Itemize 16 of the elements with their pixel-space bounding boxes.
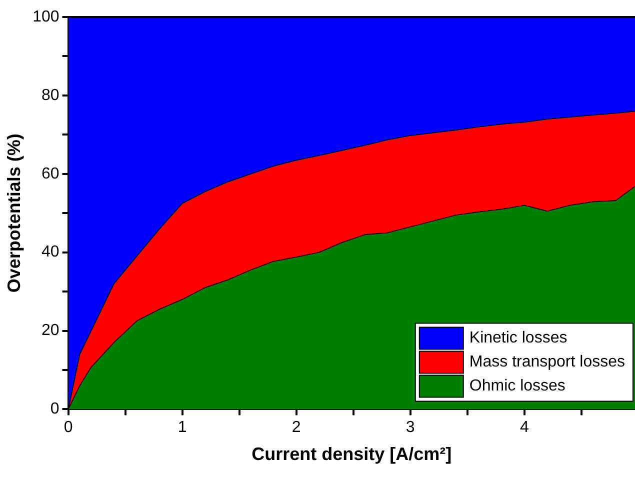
- x-tick-label: 2: [292, 419, 301, 436]
- x-tick-label: 1: [178, 419, 187, 436]
- x-axis-title: Current density [A/cm²]: [252, 444, 452, 464]
- y-tick-label: 100: [32, 8, 60, 26]
- x-tick-label: 3: [406, 419, 415, 436]
- y-tick-label: 60: [42, 165, 60, 182]
- x-tick-label: 0: [64, 419, 73, 436]
- y-tick-label: 40: [42, 244, 60, 261]
- legend-label: Mass transport losses: [469, 354, 625, 371]
- y-tick-label: 80: [42, 86, 60, 104]
- y-axis-title: Overpotentials (%): [4, 134, 24, 293]
- y-tick-label: 0: [50, 400, 60, 418]
- legend-label: Ohmic losses: [469, 378, 566, 395]
- x-tick-label: 4: [520, 419, 529, 436]
- y-tick-label: 20: [42, 322, 60, 340]
- legend-label: Kinetic losses: [469, 330, 568, 347]
